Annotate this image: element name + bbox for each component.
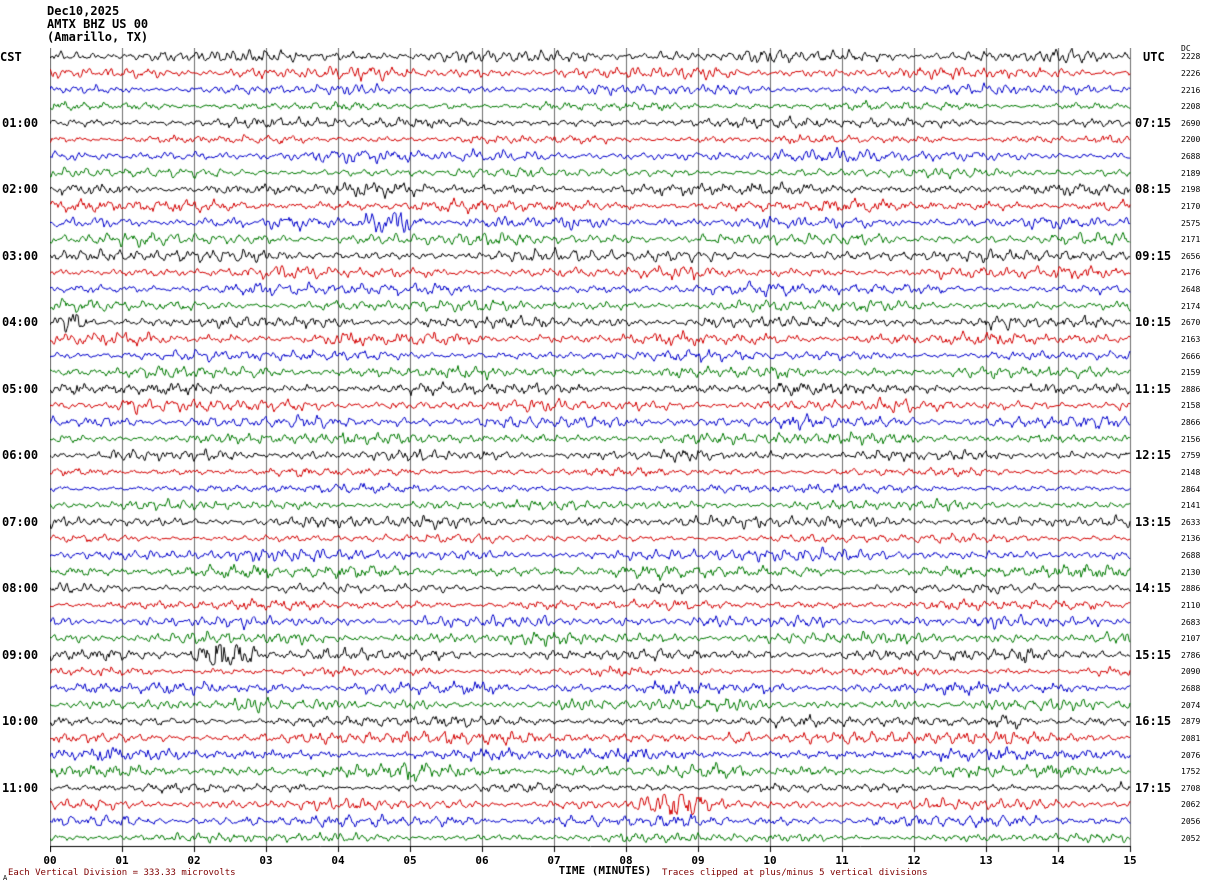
cst-label-0200: 02:00 [2,182,39,197]
row-dc-value: 2688 [1181,684,1201,694]
corner-mark: A [3,874,8,882]
utc-label-1115: 11:15 [1135,381,1172,396]
x-tick-03: 03 [259,854,273,867]
utc-label-1215: 12:15 [1135,448,1172,463]
row-dc-value: 2174 [1181,301,1201,311]
x-tick-06: 06 [475,854,489,867]
x-tick-12: 12 [907,854,921,867]
row-dc-value: 2666 [1181,351,1201,361]
row-dc-value: 2688 [1181,152,1201,162]
row-dc-value: 2176 [1181,268,1201,278]
left-timezone-label: CST [0,50,22,64]
row-dc-value: 2886 [1181,384,1201,394]
row-dc-value: 2670 [1181,318,1201,328]
row-dc-value: 2575 [1181,218,1201,228]
clip-note: Traces clipped at plus/minus 5 vertical … [662,868,928,878]
row-dc-value: 2090 [1181,667,1201,677]
row-dc-value: 2216 [1181,85,1201,95]
cst-label-0700: 07:00 [2,514,39,529]
cst-label-0800: 08:00 [2,581,39,596]
cst-label-0400: 04:00 [2,315,39,330]
row-dc-value: 2688 [1181,551,1201,561]
cst-label-0100: 01:00 [2,115,39,130]
utc-label-0715: 07:15 [1135,115,1172,130]
utc-label-1415: 14:15 [1135,581,1172,596]
row-dc-value: 2159 [1181,368,1201,378]
x-tick-08: 08 [619,854,633,867]
row-dc-value: 2708 [1181,783,1201,793]
row-dc-value: 2076 [1181,750,1201,760]
row-dc-value: 2136 [1181,534,1201,544]
cst-label-0500: 05:00 [2,381,39,396]
utc-label-0815: 08:15 [1135,182,1172,197]
row-dc-value: 2062 [1181,800,1201,810]
utc-label-1015: 10:15 [1135,315,1172,330]
dc-column-header: DC [1181,44,1191,53]
row-dc-value: 2879 [1181,717,1201,727]
row-dc-value: 2141 [1181,501,1201,511]
row-dc-value: 2052 [1181,833,1201,843]
cst-label-1000: 10:00 [2,714,39,729]
row-dc-value: 2056 [1181,817,1201,827]
row-dc-value: 2759 [1181,451,1201,461]
row-dc-value: 2226 [1181,68,1201,78]
x-tick-02: 02 [187,854,201,867]
location-label: (Amarillo, TX) [47,30,149,44]
cst-label-0600: 06:00 [2,448,39,463]
cst-label-1100: 11:00 [2,780,39,795]
row-dc-value: 2228 [1181,52,1201,62]
row-dc-value: 2171 [1181,235,1201,245]
x-tick-07: 07 [547,854,561,867]
cst-label-0900: 09:00 [2,647,39,662]
x-tick-14: 14 [1051,854,1065,867]
row-dc-value: 2189 [1181,168,1201,178]
seismogram-canvas [50,48,1132,854]
row-dc-value: 2130 [1181,567,1201,577]
x-axis-title: TIME (MINUTES) [558,864,652,877]
row-dc-value: 2648 [1181,285,1201,295]
x-tick-11: 11 [835,854,849,867]
row-dc-value: 2786 [1181,650,1201,660]
row-dc-value: 2148 [1181,467,1201,477]
utc-label-1515: 15:15 [1135,647,1172,662]
row-dc-value: 2163 [1181,334,1201,344]
row-dc-value: 2110 [1181,600,1201,610]
row-dc-value: 2208 [1181,102,1201,112]
row-dc-value: 2864 [1181,484,1201,494]
utc-label-1715: 17:15 [1135,780,1172,795]
date-label: Dec10,2025 [47,4,120,18]
utc-label-1615: 16:15 [1135,714,1172,729]
row-dc-value: 2081 [1181,733,1201,743]
cst-label-0300: 03:00 [2,248,39,263]
utc-label-0915: 09:15 [1135,248,1172,263]
row-dc-value: 2156 [1181,434,1201,444]
title-block: Dec10,2025 AMTX BHZ US 00 (Amarillo, TX) [47,5,148,44]
x-tick-05: 05 [403,854,417,867]
station-label: AMTX BHZ US 00 [47,17,149,31]
right-timezone-label: UTC [1143,50,1165,64]
scale-note: Each Vertical Division = 333.33 microvol… [8,868,236,878]
utc-label-1315: 13:15 [1135,514,1172,529]
row-dc-value: 2866 [1181,418,1201,428]
row-dc-value: 2158 [1181,401,1201,411]
row-dc-value: 2633 [1181,517,1201,527]
x-tick-09: 09 [691,854,705,867]
x-tick-01: 01 [115,854,129,867]
row-dc-value: 2886 [1181,584,1201,594]
row-dc-value: 2074 [1181,700,1201,710]
x-tick-04: 04 [331,854,345,867]
row-dc-value: 2656 [1181,251,1201,261]
row-dc-value: 2200 [1181,135,1201,145]
x-tick-00: 00 [43,854,57,867]
row-dc-value: 2683 [1181,617,1201,627]
x-tick-13: 13 [979,854,993,867]
x-tick-15: 15 [1123,854,1137,867]
row-dc-value: 2107 [1181,634,1201,644]
row-dc-value: 1752 [1181,767,1201,777]
row-dc-value: 2198 [1181,185,1201,195]
x-tick-10: 10 [763,854,777,867]
row-dc-value: 2690 [1181,118,1201,128]
row-dc-value: 2170 [1181,201,1201,211]
